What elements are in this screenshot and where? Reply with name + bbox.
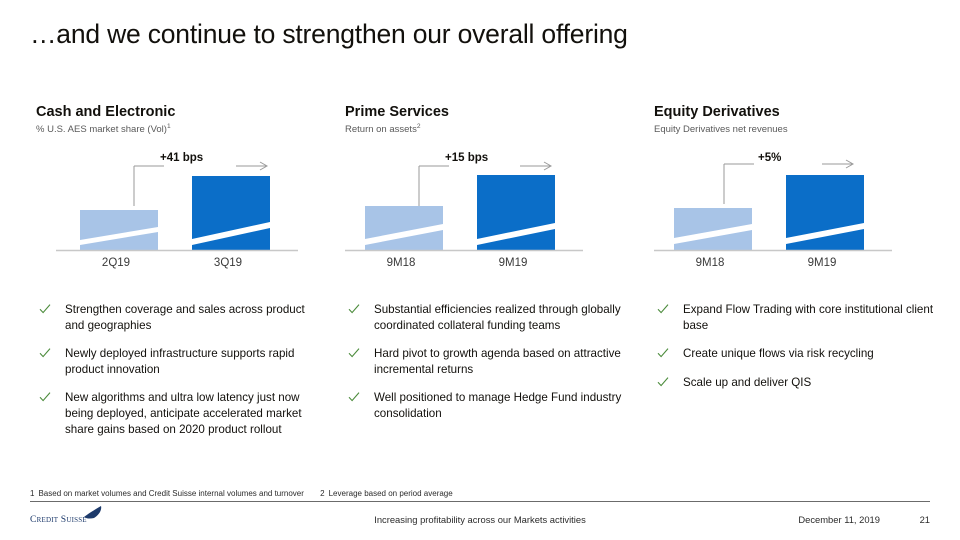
column-subtitle: Return on assets2 [345,123,635,136]
list-item: Hard pivot to growth agenda based on att… [345,346,635,377]
list-item: Well positioned to manage Hedge Fund ind… [345,390,635,421]
footnote-text: Leverage based on period average [328,489,453,498]
connector-bracket [418,165,449,206]
arrow-head-icon [259,161,269,171]
list-item-text: Scale up and deliver QIS [683,375,812,389]
credit-suisse-logo: Credit Suisse [30,506,140,530]
list-item-text: Well positioned to manage Hedge Fund ind… [374,391,622,420]
column-subtitle-text: % U.S. AES market share (Vol) [36,124,167,135]
bar-category-1 [477,175,555,250]
list-item: Scale up and deliver QIS [654,375,944,391]
check-icon [657,304,669,314]
check-icon [39,392,51,402]
bar-category-0 [365,206,443,250]
list-item: Expand Flow Trading with core institutio… [654,302,944,333]
bar-chart-equity-derivatives: +5% 9M18 9M19 [654,144,944,279]
list-item-text: Newly deployed infrastructure supports r… [65,347,295,376]
footer-date: December 11, 2019 [798,514,880,525]
connector-bracket [133,165,164,206]
list-item: Strengthen coverage and sales across pro… [36,302,326,333]
x-tick-label: 9M18 [695,257,725,269]
check-icon [39,348,51,358]
x-tick-label: 9M18 [386,257,416,269]
bullet-list-equity-derivatives: Expand Flow Trading with core institutio… [654,302,944,390]
bar-category-0 [674,208,752,250]
bullet-list-prime-services: Substantial efficiencies realized throug… [345,302,635,422]
list-item: Newly deployed infrastructure supports r… [36,346,326,377]
x-tick-label: 9M19 [498,257,528,269]
footnote-number: 2 [320,489,325,498]
x-tick-label: 3Q19 [213,257,243,269]
list-item-text: Substantial efficiencies realized throug… [374,303,621,332]
list-item-text: Strengthen coverage and sales across pro… [65,303,305,332]
bullet-list-cash-and-electronic: Strengthen coverage and sales across pro… [36,302,326,437]
check-icon [39,304,51,314]
page-number: 21 [919,514,930,525]
bar-chart-cash-and-electronic: +41 bps 2Q19 3Q19 [36,144,326,279]
x-tick-label: 2Q19 [101,257,131,269]
column-subtitle: % U.S. AES market share (Vol)1 [36,123,326,136]
list-item-text: New algorithms and ultra low latency jus… [65,391,302,436]
column-prime-services: Prime Services Return on assets2 +15 bps… [345,104,635,279]
column-subtitle: Equity Derivatives net revenues [654,123,944,136]
footer-caption: Increasing profitability across our Mark… [374,514,586,525]
bar-category-0 [80,210,158,250]
column-title: Prime Services [345,104,449,120]
check-icon [657,377,669,387]
bar-category-1 [786,175,864,250]
footnote-marker: 2 [416,122,421,130]
list-item: New algorithms and ultra low latency jus… [36,390,326,437]
footnote-text: Based on market volumes and Credit Suiss… [38,489,304,498]
bar-chart-prime-services: +15 bps 9M18 9M19 [345,144,635,279]
list-item: Substantial efficiencies realized throug… [345,302,635,333]
footnotes: 1 Based on market volumes and Credit Suis… [30,489,930,498]
bar-category-1 [192,176,270,250]
sail-icon [84,506,102,519]
page-title: …and we continue to strengthen our overa… [30,19,628,49]
check-icon [657,348,669,358]
check-icon [348,392,360,402]
footnote-2: 2 Leverage based on period average [320,489,453,498]
check-icon [348,304,360,314]
list-item-text: Hard pivot to growth agenda based on att… [374,347,621,376]
delta-annotation: +41 bps [160,152,204,164]
chart-canvas [345,161,583,252]
chart-canvas [654,159,892,252]
column-title: Cash and Electronic [36,104,176,120]
footnote-marker: 1 [166,122,171,130]
footer-divider [30,501,930,502]
delta-annotation: +15 bps [445,152,489,164]
list-item-text: Expand Flow Trading with core institutio… [683,303,934,332]
list-item-text: Create unique flows via risk recycling [683,347,874,361]
connector-bracket [723,163,754,204]
footnote-number: 1 [30,489,35,498]
column-subtitle-text: Return on assets [345,124,417,135]
arrow-head-icon [543,161,553,171]
arrow-head-icon [845,159,855,169]
logo-wordmark: Credit Suisse [30,514,87,525]
chart-canvas [56,161,298,252]
list-item: Create unique flows via risk recycling [654,346,944,362]
column-subtitle-text: Equity Derivatives net revenues [654,124,788,135]
x-tick-label: 9M19 [807,257,837,269]
column-title: Equity Derivatives [654,104,780,120]
footnote-1: 1 Based on market volumes and Credit Suis… [30,489,304,498]
check-icon [348,348,360,358]
column-cash-and-electronic: Cash and Electronic % U.S. AES market sh… [36,104,326,279]
column-equity-derivatives: Equity Derivatives Equity Derivatives ne… [654,104,944,279]
delta-annotation: +5% [758,152,782,164]
